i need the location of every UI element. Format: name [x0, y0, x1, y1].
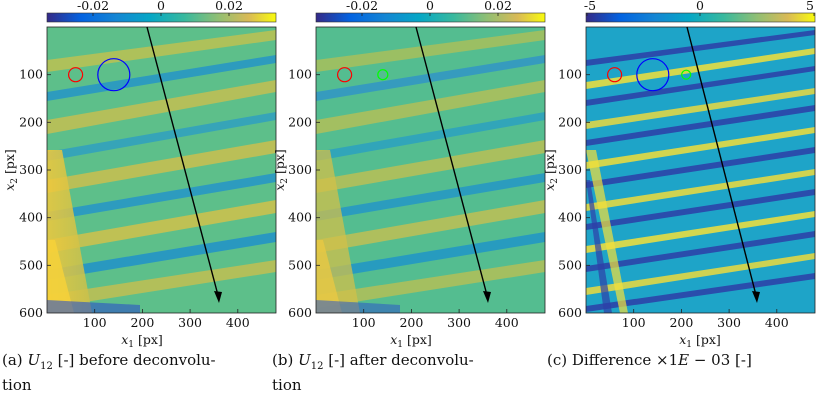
y-tick-label-a: 600 [19, 305, 43, 320]
y-tick-label-b: 200 [288, 114, 312, 129]
x-ticks-c [633, 309, 778, 313]
x-axis-label-a: x1 [px] [121, 332, 163, 350]
y-tick-label-b: 500 [288, 257, 312, 272]
y-tick-label-b: 300 [288, 162, 312, 177]
green-circle-marker [377, 69, 389, 81]
y-axis-label-c: x2 [px] [542, 149, 560, 191]
caption-b: (b) U12 [-] after deconvolu-tion [272, 351, 474, 394]
heatmap-a [47, 27, 276, 313]
y-axis-label-a: x2 [px] [2, 149, 20, 191]
x-tick-label-a: 300 [178, 315, 202, 330]
colorbar-b-tick-label: 0 [426, 0, 434, 13]
panel-b: -0.02 0 0.02 [272, 0, 546, 350]
arrow-b [415, 26, 491, 303]
colorbar-a-tick-label: 0 [157, 0, 165, 13]
y-tick-label-b: 400 [288, 210, 312, 225]
y-ticks-c [586, 74, 590, 266]
arrow-a [146, 26, 222, 303]
x-axis-label-b: x1 [px] [390, 332, 432, 350]
x-tick-label-c: 100 [622, 315, 646, 330]
y-tick-label-c: 600 [558, 305, 582, 320]
colorbar-c [585, 12, 816, 23]
y-tick-label-b: 600 [288, 305, 312, 320]
colorbar-b-ticks [361, 13, 499, 16]
red-circle-marker [67, 67, 84, 83]
colorbar-c-tick-label: 0 [696, 0, 704, 13]
x-tick-label-b: 100 [352, 315, 376, 330]
x-tick-label-c: 300 [717, 315, 741, 330]
y-tick-label-a: 400 [19, 210, 43, 225]
colorbar-c-tick-label: -5 [584, 0, 596, 13]
y-tick-label-c: 100 [558, 67, 582, 82]
colorbar-a-tick-label: -0.02 [77, 0, 109, 13]
colorbar-a-ticks [92, 13, 230, 16]
y-tick-label-a: 300 [19, 162, 43, 177]
x-ticks-b [363, 309, 508, 313]
colorbar-c-tick-label: 5 [806, 0, 814, 13]
green-circle-marker [681, 69, 692, 80]
x-tick-label-a: 400 [226, 315, 250, 330]
heatmap-b [316, 27, 545, 313]
x-tick-label-c: 400 [765, 315, 789, 330]
colorbar-b-tick-label: 0.02 [484, 0, 512, 13]
heatmap-c [586, 27, 815, 313]
y-tick-label-a: 500 [19, 257, 43, 272]
x-tick-label-b: 400 [495, 315, 519, 330]
x-tick-label-a: 100 [83, 315, 107, 330]
x-tick-label-c: 200 [669, 315, 693, 330]
y-tick-label-a: 100 [19, 67, 43, 82]
panel-c: -5 0 5 [542, 0, 816, 350]
x-ticks-a [94, 309, 239, 313]
caption-a: (a) U12 [-] before deconvolu-tion [2, 351, 216, 394]
y-ticks-b [316, 74, 320, 266]
colorbar-c-ticks [586, 13, 815, 16]
arrow-c [686, 26, 760, 303]
x-tick-label-b: 200 [399, 315, 423, 330]
y-tick-label-a: 200 [19, 114, 43, 129]
red-circle-marker [337, 67, 353, 83]
x-tick-label-b: 300 [447, 315, 471, 330]
y-tick-label-c: 300 [558, 162, 582, 177]
x-tick-label-a: 200 [130, 315, 154, 330]
red-circle-marker [606, 67, 623, 83]
colorbar-b-tick-label: -0.02 [346, 0, 378, 13]
y-ticks-a [47, 74, 51, 266]
y-tick-label-c: 200 [558, 114, 582, 129]
y-axis-label-b: x2 [px] [272, 149, 290, 191]
colorbar-b [315, 12, 546, 23]
blue-circle-marker [97, 58, 131, 92]
panel-a: -0.02 0 0.02 [2, 0, 277, 350]
colorbar-a [46, 12, 277, 23]
y-tick-label-c: 400 [558, 210, 582, 225]
blue-circle-marker [636, 58, 670, 92]
x-axis-label-c: x1 [px] [679, 332, 721, 350]
colorbar-a-tick-label: 0.02 [215, 0, 243, 13]
y-tick-label-c: 500 [558, 257, 582, 272]
y-tick-label-b: 100 [288, 67, 312, 82]
caption-c: (c) Difference ×1E − 03 [-] [547, 351, 752, 369]
